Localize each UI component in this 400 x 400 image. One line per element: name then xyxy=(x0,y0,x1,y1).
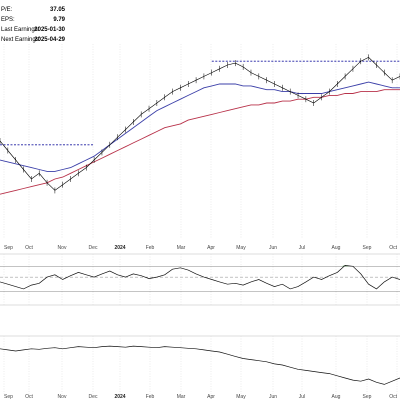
price-line xyxy=(0,57,400,191)
info-block: P/E: 37.05 EPS: 9.79 Last Earnings: 2025… xyxy=(1,7,66,43)
oscillator-panel xyxy=(0,253,400,306)
resistance-lines xyxy=(0,60,400,146)
x-tick-label: Nov xyxy=(58,394,67,400)
short-moving-average-line xyxy=(0,81,400,172)
x-tick-label: Jul xyxy=(299,245,305,251)
pe-value: 37.05 xyxy=(50,7,66,13)
x-tick-label: Dec xyxy=(89,245,98,251)
x-tick-label: Jul xyxy=(299,394,305,400)
x-tick-label: Apr xyxy=(207,394,215,400)
x-tick-label: Oct xyxy=(25,245,33,251)
x-axis-ticks-lower: Sep Oct Nov Dec 2024 Feb Mar Apr May Jun Jul Aug Sep… xyxy=(4,394,398,400)
next-earnings-label: Next Earnings: xyxy=(1,37,41,43)
price-bars xyxy=(0,54,400,194)
x-axis-ticks-upper: Sep Oct Nov Dec 2024 Feb Mar Apr May Jun Jul Aug Sep… xyxy=(4,245,398,251)
x-tick-label: Mar xyxy=(177,394,186,400)
x-tick-label: Oct xyxy=(25,394,33,400)
x-tick-label: Feb xyxy=(146,394,155,400)
x-tick-label: Jun xyxy=(269,245,277,251)
x-tick-label: Aug xyxy=(332,394,341,400)
x-tick-label: Dec xyxy=(89,394,98,400)
next-earnings-value: 2025-04-29 xyxy=(34,37,65,43)
x-tick-label: 2024 xyxy=(114,245,125,251)
x-tick-label: Nov xyxy=(58,245,67,251)
eps-label: EPS: xyxy=(1,17,15,23)
price-panel xyxy=(0,44,400,238)
x-tick-label: Sep xyxy=(4,245,13,251)
price-grid xyxy=(3,44,398,238)
last-earnings-value: 2025-01-30 xyxy=(34,27,65,33)
lower-panel xyxy=(0,335,400,394)
x-tick-label: May xyxy=(236,394,246,400)
x-tick-label: Mar xyxy=(177,245,186,251)
x-tick-label: Sep xyxy=(4,394,13,400)
last-earnings-label: Last Earnings: xyxy=(1,27,40,33)
x-tick-label: Jun xyxy=(269,394,277,400)
x-tick-label: Apr xyxy=(207,245,215,251)
x-tick-label: May xyxy=(236,245,246,251)
x-tick-label: Oct xyxy=(389,394,397,400)
x-tick-label: Aug xyxy=(332,245,341,251)
x-tick-label: Feb xyxy=(146,245,155,251)
oscillator-line xyxy=(0,265,400,290)
lower-panel-grid xyxy=(3,336,398,394)
pe-label: P/E: xyxy=(1,7,13,13)
x-tick-label: Oct xyxy=(389,245,397,251)
eps-value: 9.79 xyxy=(53,17,65,23)
long-moving-average-line xyxy=(0,89,400,195)
x-tick-label: 2024 xyxy=(114,394,125,400)
x-tick-label: Sep xyxy=(363,394,372,400)
x-tick-label: Sep xyxy=(363,245,372,251)
lower-panel-line xyxy=(0,345,400,385)
